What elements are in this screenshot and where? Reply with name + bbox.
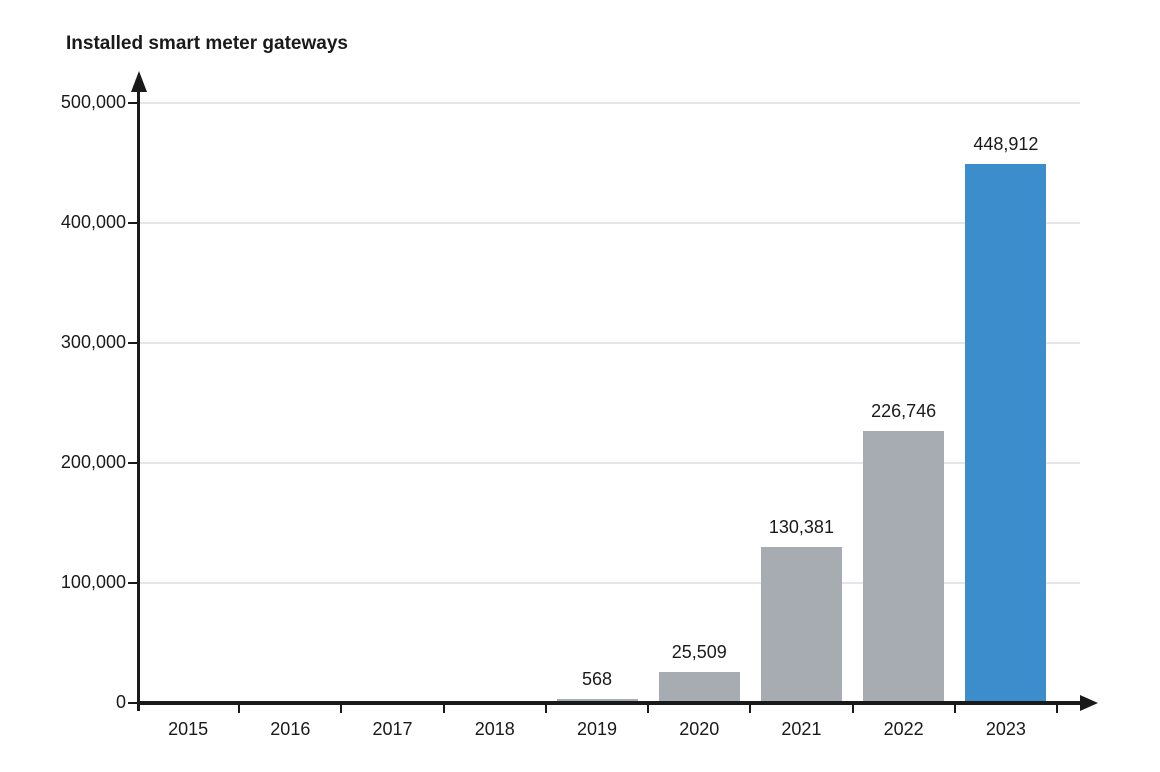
x-axis (137, 701, 1080, 705)
y-tick-label-200000: 200,000 (60, 452, 126, 472)
x-tick-label-2018: 2018 (474, 719, 515, 739)
bar-value-label-2022: 226,746 (871, 400, 937, 421)
x-tick-label-2020: 2020 (679, 719, 720, 739)
gridline (140, 342, 1080, 344)
x-axis-tick (544, 705, 547, 713)
x-tick-label-2019: 2019 (576, 719, 618, 739)
x-axis-tick (953, 705, 956, 713)
x-axis-tick (442, 705, 445, 713)
x-axis-tick (851, 705, 854, 713)
bar-value-label-2019: 568 (581, 669, 613, 689)
y-axis (137, 86, 140, 711)
gridline (140, 102, 1080, 104)
x-tick-label-2017: 2017 (372, 719, 413, 739)
bar-2023 (965, 164, 1047, 703)
y-axis-tick (128, 102, 137, 104)
bar-2021 (760, 546, 842, 703)
y-axis-arrow (130, 71, 147, 92)
x-axis-tick (647, 705, 650, 713)
y-tick-label-400000: 400,000 (60, 212, 126, 232)
x-axis-arrow (1080, 695, 1098, 711)
y-axis-tick (128, 702, 137, 704)
x-tick-label-2016: 2016 (270, 719, 311, 739)
bar-2020 (658, 672, 740, 703)
y-axis-tick (128, 582, 137, 584)
y-tick-label-0: 0 (115, 692, 126, 712)
gridline (140, 222, 1080, 224)
y-tick-label-100000: 100,000 (60, 572, 126, 592)
x-tick-label-2015: 2015 (168, 719, 209, 739)
chart-title: Installed smart meter gateways (66, 33, 348, 54)
x-tick-label-2022: 2022 (883, 719, 924, 739)
gridline (140, 462, 1080, 464)
x-axis-tick (238, 705, 241, 713)
gridline (140, 582, 1080, 584)
y-tick-label-300000: 300,000 (60, 332, 126, 352)
y-axis-tick (128, 342, 137, 344)
bar-value-label-2021: 130,381 (768, 516, 834, 537)
y-axis-tick (128, 462, 137, 464)
x-tick-label-2021: 2021 (781, 719, 822, 739)
x-tick-label-2023: 2023 (985, 719, 1026, 739)
bar-value-label-2023: 448,912 (973, 134, 1039, 155)
bar-2022 (863, 430, 945, 703)
bar-value-label-2020: 25,509 (671, 642, 727, 663)
y-axis-tick (128, 222, 137, 224)
x-axis-tick (1056, 705, 1058, 713)
x-axis-tick (340, 705, 343, 713)
y-tick-label-500000: 500,000 (60, 92, 126, 112)
x-axis-tick (749, 705, 752, 713)
